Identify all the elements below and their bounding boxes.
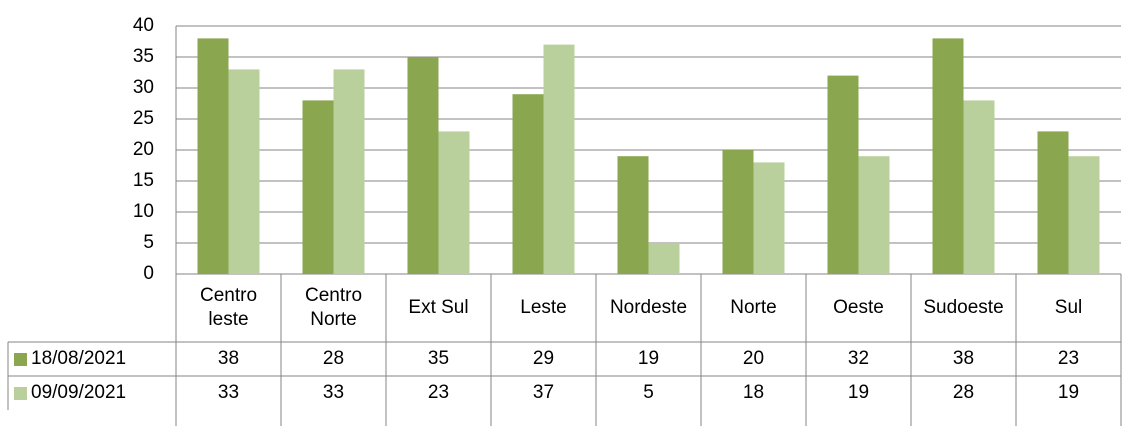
y-tick-label: 15 xyxy=(133,170,154,191)
table-value: 23 xyxy=(427,382,450,403)
table-value: 19 xyxy=(637,348,660,369)
y-tick-label: 0 xyxy=(143,263,154,284)
table-value: 28 xyxy=(952,382,975,403)
bar xyxy=(932,38,964,275)
table-value: 37 xyxy=(532,382,555,403)
bar xyxy=(407,57,439,274)
table-value: 29 xyxy=(532,348,555,369)
legend-swatch xyxy=(14,352,27,366)
table-value: 19 xyxy=(1057,382,1080,403)
table-value: 28 xyxy=(322,348,345,369)
table-value: 23 xyxy=(1057,348,1080,369)
x-tick-label: Oeste xyxy=(833,297,884,318)
table-value: 33 xyxy=(322,382,345,403)
y-tick-label: 35 xyxy=(133,46,154,67)
legend-swatch xyxy=(14,386,27,400)
table-value: 33 xyxy=(217,382,240,403)
y-tick-label: 10 xyxy=(133,201,154,222)
bar xyxy=(858,156,890,274)
bar xyxy=(302,100,334,275)
y-tick-label: 20 xyxy=(133,139,154,160)
table-value: 38 xyxy=(952,348,975,369)
x-tick-label: Leste xyxy=(520,297,567,318)
y-tick-label: 40 xyxy=(133,15,154,36)
bar xyxy=(1068,156,1100,274)
x-tick-label: Sul xyxy=(1054,297,1083,318)
table-value: 35 xyxy=(427,348,450,369)
x-tick-label: Norte xyxy=(730,297,777,318)
bar xyxy=(827,75,859,274)
bar xyxy=(543,44,575,274)
table-value: 19 xyxy=(847,382,870,403)
legend-entry: 18/08/2021 xyxy=(8,342,176,376)
table-value: 5 xyxy=(643,382,654,403)
x-tick-label: Nordeste xyxy=(609,297,688,318)
y-tick-label: 25 xyxy=(133,108,154,129)
bar xyxy=(197,38,229,275)
bar xyxy=(648,243,680,274)
table-value: 32 xyxy=(847,348,870,369)
bar xyxy=(753,162,785,274)
bar xyxy=(722,150,754,274)
legend-label: 18/08/2021 xyxy=(31,348,127,369)
bar xyxy=(438,131,470,274)
x-tick-label: Sudoeste xyxy=(923,297,1004,318)
bar xyxy=(1037,131,1069,274)
x-tick-label: Centro leste xyxy=(199,285,258,330)
bar xyxy=(963,100,995,275)
bar xyxy=(512,94,544,274)
legend-entry: 09/09/2021 xyxy=(8,376,176,410)
bar xyxy=(228,69,260,275)
legend-label: 09/09/2021 xyxy=(31,382,127,403)
y-tick-label: 30 xyxy=(133,77,154,98)
bar xyxy=(617,156,649,274)
x-tick-label: Ext Sul xyxy=(408,297,469,318)
x-tick-label: Centro Norte xyxy=(304,285,363,330)
bar xyxy=(333,69,365,275)
table-value: 20 xyxy=(742,348,765,369)
table-value: 38 xyxy=(217,348,240,369)
table-value: 18 xyxy=(742,382,765,403)
y-tick-label: 5 xyxy=(143,232,154,253)
